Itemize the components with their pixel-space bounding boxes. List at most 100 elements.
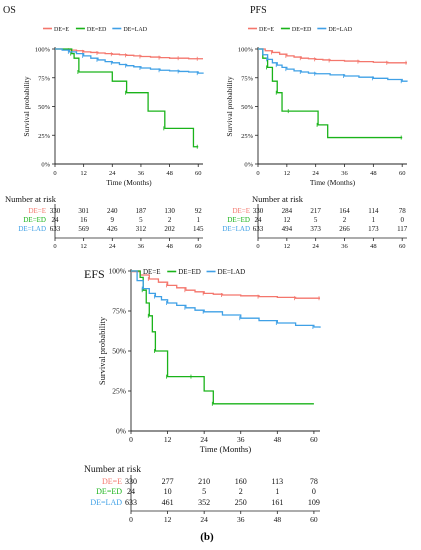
- os-x-axis-label: Time (Months): [106, 178, 152, 187]
- efs-x-tick-label-3: 36: [237, 435, 245, 444]
- pfs-risk-value-0-3: 164: [339, 207, 350, 215]
- pfs-risk-tick-label-2: 24: [312, 243, 319, 250]
- os-risk-tick-label-5: 60: [195, 243, 202, 250]
- efs-risk-tick-label-1: 12: [164, 515, 172, 524]
- efs-risk-value-0-2: 210: [198, 477, 210, 486]
- pfs-y-axis-label: Survival probability: [225, 76, 234, 136]
- efs-risk-value-2-5: 109: [308, 498, 320, 507]
- efs-risk-row-label-0: DE=E: [102, 477, 122, 486]
- os-risk-value-2-3: 312: [136, 225, 147, 233]
- efs-risk-value-2-1: 461: [162, 498, 174, 507]
- os-risk-row-label-2: DE=LAD: [18, 225, 46, 233]
- pfs-risk-value-1-4: 1: [372, 216, 376, 224]
- efs-risk-tick-label-2: 24: [200, 515, 208, 524]
- os-x-tick-label-4: 48: [166, 170, 173, 177]
- pfs-risk-value-2-4: 173: [368, 225, 379, 233]
- pfs-risk-table-title: Number at risk: [252, 194, 304, 204]
- efs-y-tick-label-1: 25%: [112, 387, 126, 396]
- efs-risk-value-1-2: 5: [202, 487, 206, 496]
- pfs-risk-tick-label-3: 36: [341, 243, 348, 250]
- pfs-chart-title: PFS: [250, 5, 267, 16]
- efs-x-tick-label-5: 60: [310, 435, 318, 444]
- os-risk-value-2-4: 202: [164, 225, 175, 233]
- pfs-risk-value-2-3: 266: [339, 225, 350, 233]
- os-x-tick-label-2: 24: [109, 170, 116, 177]
- efs-x-axis-label: Time (Months): [200, 444, 252, 454]
- os-y-tick-label-4: 100%: [35, 47, 51, 54]
- pfs-risk-tick-label-0: 0: [256, 243, 259, 250]
- pfs-x-tick-label-2: 24: [312, 170, 319, 177]
- pfs-y-tick-label-2: 50%: [241, 104, 254, 111]
- efs-series-line-2: [131, 270, 321, 328]
- efs-y-tick-label-2: 50%: [112, 347, 126, 356]
- pfs-series-line-0: [258, 48, 407, 64]
- os-risk-value-2-5: 145: [193, 225, 204, 233]
- os-chart-title: OS: [3, 5, 16, 16]
- efs-risk-value-1-1: 10: [164, 487, 172, 496]
- os-risk-value-0-5: 92: [195, 207, 203, 215]
- efs-x-tick-label-2: 24: [200, 435, 208, 444]
- pfs-risk-row-label-0: DE=E: [232, 207, 250, 215]
- efs-y-axis-label: Survival probability: [97, 316, 107, 385]
- pfs-risk-value-1-3: 2: [343, 216, 347, 224]
- os-risk-value-2-2: 426: [107, 225, 118, 233]
- efs-x-tick-label-1: 12: [164, 435, 172, 444]
- efs-risk-row-label-2: DE=LAD: [90, 498, 122, 507]
- os-risk-value-2-1: 569: [78, 225, 89, 233]
- os-y-axis-label: Survival probability: [22, 76, 31, 136]
- pfs-risk-value-2-2: 373: [310, 225, 321, 233]
- efs-risk-value-2-4: 161: [271, 498, 283, 507]
- pfs-risk-value-2-1: 494: [282, 225, 293, 233]
- os-legend-label-1: DE=ED: [87, 27, 107, 33]
- efs-legend-label-0: DE=E: [143, 268, 161, 276]
- pfs-risk-tick-label-1: 12: [284, 243, 291, 250]
- pfs-risk-value-0-2: 217: [310, 207, 321, 215]
- efs-x-tick-label-4: 48: [274, 435, 282, 444]
- os-y-tick-label-1: 25%: [38, 133, 51, 140]
- efs-risk-value-1-4: 1: [275, 487, 279, 496]
- efs-risk-tick-label-0: 0: [129, 515, 133, 524]
- pfs-risk-row-label-1: DE=ED: [227, 216, 250, 224]
- pfs-risk-tick-label-5: 60: [399, 243, 406, 250]
- efs-risk-row-label-1: DE=ED: [96, 487, 122, 496]
- pfs-y-tick-label-3: 75%: [241, 75, 254, 82]
- pfs-risk-value-0-1: 284: [282, 207, 293, 215]
- pfs-x-tick-label-4: 48: [370, 170, 377, 177]
- os-y-tick-label-0: 0%: [41, 162, 50, 169]
- pfs-risk-value-1-1: 12: [283, 216, 291, 224]
- os-risk-value-1-1: 16: [80, 216, 88, 224]
- pfs-legend-label-0: DE=E: [259, 27, 274, 33]
- efs-risk-table-title: Number at risk: [84, 465, 141, 475]
- os-risk-value-0-2: 240: [107, 207, 118, 215]
- pfs-risk-value-0-5: 78: [399, 207, 407, 215]
- efs-risk-value-0-3: 160: [235, 477, 247, 486]
- efs-series-line-1: [131, 270, 314, 405]
- pfs-risk-tick-label-4: 48: [370, 243, 377, 250]
- os-risk-value-0-4: 130: [164, 207, 175, 215]
- os-series-line-2: [55, 48, 204, 74]
- os-risk-row-label-0: DE=E: [28, 207, 46, 215]
- pfs-risk-value-2-5: 117: [397, 225, 408, 233]
- efs-y-tick-label-4: 100%: [109, 267, 127, 276]
- os-legend-label-0: DE=E: [54, 27, 69, 33]
- os-risk-tick-label-4: 48: [166, 243, 173, 250]
- os-risk-value-1-2: 9: [111, 216, 115, 224]
- os-risk-tick-label-0: 0: [53, 243, 56, 250]
- efs-x-tick-label-0: 0: [129, 435, 133, 444]
- pfs-risk-value-0-4: 114: [368, 207, 379, 215]
- pfs-x-tick-label-1: 12: [284, 170, 291, 177]
- os-risk-table-title: Number at risk: [5, 194, 57, 204]
- pfs-x-tick-label-0: 0: [256, 170, 259, 177]
- os-series-line-0: [55, 48, 203, 60]
- os-y-tick-label-3: 75%: [38, 75, 51, 82]
- pfs-risk-row-label-2: DE=LAD: [222, 225, 250, 233]
- pfs-legend-label-1: DE=ED: [292, 27, 312, 33]
- pfs-legend-label-2: DE=LAD: [328, 27, 352, 33]
- efs-risk-tick-label-5: 60: [310, 515, 318, 524]
- efs-risk-value-2-3: 250: [235, 498, 247, 507]
- pfs-risk-value-1-5: 0: [400, 216, 404, 224]
- os-risk-value-1-4: 2: [168, 216, 172, 224]
- os-risk-tick-label-3: 36: [138, 243, 145, 250]
- efs-legend-label-2: DE=LAD: [218, 268, 246, 276]
